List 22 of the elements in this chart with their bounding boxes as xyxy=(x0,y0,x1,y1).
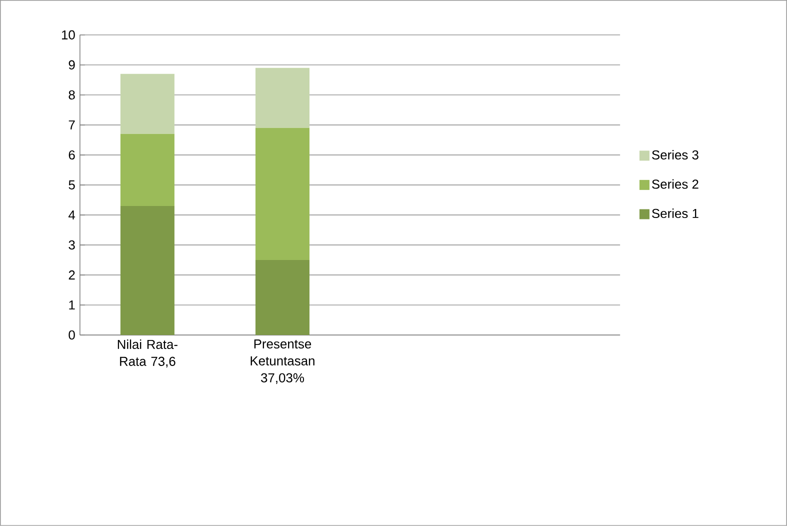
legend-label: Series 1 xyxy=(652,208,698,218)
bar xyxy=(120,74,174,134)
legend-label: Series 2 xyxy=(652,179,698,189)
y-tick-label: 6 xyxy=(68,150,75,160)
bar xyxy=(120,134,174,206)
bar xyxy=(255,68,310,128)
bar xyxy=(255,128,310,260)
bar xyxy=(120,206,174,335)
y-tick-label: 1 xyxy=(69,300,75,310)
legend-label: Series 3 xyxy=(652,150,698,160)
x-tick-label: Presentse Ketuntasan 37,03% xyxy=(250,340,314,384)
x-tick-label: Nilai Rata-Rata 73,6 xyxy=(118,340,178,368)
y-tick-label: 7 xyxy=(68,120,75,130)
y-tick-label: 5 xyxy=(68,180,75,190)
y-tick-label: 9 xyxy=(68,60,75,70)
y-tick-label: 10 xyxy=(62,30,75,40)
y-tick-label: 2 xyxy=(68,270,75,280)
y-tick-label: 3 xyxy=(68,240,75,250)
y-tick-label: 4 xyxy=(68,210,76,220)
bar xyxy=(255,260,310,335)
y-tick-label: 8 xyxy=(68,90,75,100)
y-tick-label: 0 xyxy=(68,330,75,340)
